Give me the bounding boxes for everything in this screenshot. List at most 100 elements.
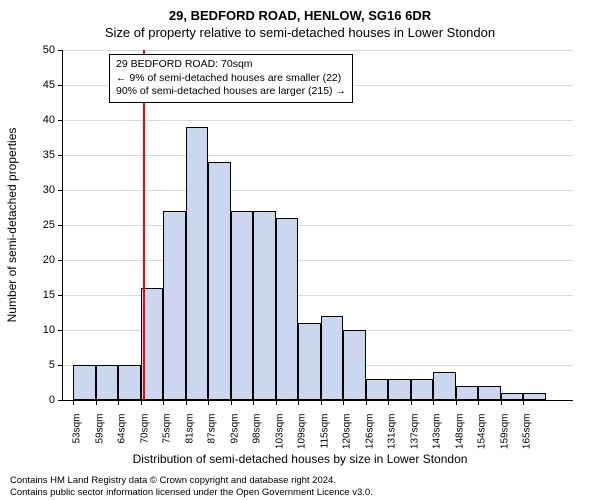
y-tick (58, 365, 63, 366)
x-tick (433, 400, 434, 405)
histogram-bar (366, 379, 389, 400)
x-tick-label: 98sqm (252, 414, 263, 444)
histogram-bar (96, 365, 119, 400)
annotation-line: 90% of semi-detached houses are larger (… (116, 85, 346, 99)
x-tick-label: 87sqm (207, 414, 218, 444)
y-tick-label: 35 (43, 149, 55, 161)
x-tick-label: 120sqm (342, 414, 353, 450)
x-tick-label: 159sqm (499, 414, 510, 450)
x-tick (186, 400, 187, 405)
y-tick-label: 20 (43, 254, 55, 266)
x-tick-label: 70sqm (139, 414, 150, 444)
gridline (63, 225, 573, 226)
y-tick-label: 45 (43, 79, 55, 91)
histogram-bar (163, 211, 186, 400)
x-tick-label: 143sqm (432, 414, 443, 450)
x-tick (321, 400, 322, 405)
x-tick (276, 400, 277, 405)
gridline (63, 260, 573, 261)
x-tick (96, 400, 97, 405)
gridline (63, 155, 573, 156)
annotation-line: ← 9% of semi-detached houses are smaller… (116, 72, 346, 86)
y-tick (58, 190, 63, 191)
y-tick-label: 50 (43, 44, 55, 56)
y-tick-label: 25 (43, 219, 55, 231)
x-tick (388, 400, 389, 405)
histogram-bar (411, 379, 434, 400)
annotation-line: 29 BEDFORD ROAD: 70sqm (116, 58, 346, 72)
y-tick (58, 400, 63, 401)
histogram-bar (501, 393, 524, 400)
x-tick (231, 400, 232, 405)
y-tick-label: 30 (43, 184, 55, 196)
annotation-box: 29 BEDFORD ROAD: 70sqm ← 9% of semi-deta… (109, 54, 353, 103)
x-tick-label: 75sqm (162, 414, 173, 444)
y-tick (58, 155, 63, 156)
x-tick (118, 400, 119, 405)
histogram-bar (73, 365, 96, 400)
y-tick (58, 295, 63, 296)
gridline (63, 120, 573, 121)
y-tick-label: 10 (43, 324, 55, 336)
x-tick (298, 400, 299, 405)
y-tick (58, 225, 63, 226)
footer-attribution: Contains HM Land Registry data © Crown c… (10, 475, 373, 498)
x-tick (253, 400, 254, 405)
x-tick-label: 92sqm (229, 414, 240, 444)
gridline (63, 295, 573, 296)
x-tick-label: 64sqm (117, 414, 128, 444)
x-tick-label: 137sqm (409, 414, 420, 450)
y-tick (58, 120, 63, 121)
histogram-bar (231, 211, 254, 400)
x-tick-label: 115sqm (319, 414, 330, 449)
y-tick (58, 85, 63, 86)
x-tick (478, 400, 479, 405)
x-tick (343, 400, 344, 405)
histogram-bar (118, 365, 141, 400)
x-tick-label: 109sqm (297, 414, 308, 450)
x-tick (411, 400, 412, 405)
x-tick-label: 126sqm (364, 414, 375, 450)
histogram-bar (478, 386, 501, 400)
x-tick (366, 400, 367, 405)
histogram-bar (523, 393, 546, 400)
x-tick (501, 400, 502, 405)
histogram-bar (253, 211, 276, 400)
gridline (63, 50, 573, 51)
y-tick-label: 5 (49, 359, 55, 371)
chart-plot-area: 0510152025303540455053sqm59sqm64sqm70sqm… (62, 50, 573, 401)
gridline (63, 190, 573, 191)
x-tick-label: 148sqm (454, 414, 465, 450)
x-tick-label: 59sqm (94, 414, 105, 444)
histogram-bar (343, 330, 366, 400)
y-tick-label: 0 (49, 394, 55, 406)
x-tick-label: 131sqm (387, 414, 398, 450)
histogram-bar (298, 323, 321, 400)
x-tick (73, 400, 74, 405)
y-tick (58, 50, 63, 51)
y-tick (58, 260, 63, 261)
x-tick-label: 103sqm (274, 414, 285, 450)
x-tick-label: 53sqm (72, 414, 83, 444)
footer-line: Contains public sector information licen… (10, 487, 373, 498)
x-tick-label: 154sqm (477, 414, 488, 450)
x-tick (208, 400, 209, 405)
y-axis-label: Number of semi-detached properties (5, 128, 19, 323)
histogram-bar (321, 316, 344, 400)
histogram-bar (276, 218, 299, 400)
histogram-bar (388, 379, 411, 400)
x-tick-label: 165sqm (522, 414, 533, 450)
x-tick (523, 400, 524, 405)
histogram-bar (186, 127, 209, 400)
y-tick-label: 15 (43, 289, 55, 301)
histogram-bar (208, 162, 231, 400)
x-tick-label: 81sqm (184, 414, 195, 444)
y-tick-label: 40 (43, 114, 55, 126)
x-tick (456, 400, 457, 405)
x-tick (141, 400, 142, 405)
y-tick (58, 330, 63, 331)
histogram-bar (456, 386, 479, 400)
histogram-bar (433, 372, 456, 400)
footer-line: Contains HM Land Registry data © Crown c… (10, 475, 373, 486)
x-axis-label: Distribution of semi-detached houses by … (0, 452, 600, 466)
